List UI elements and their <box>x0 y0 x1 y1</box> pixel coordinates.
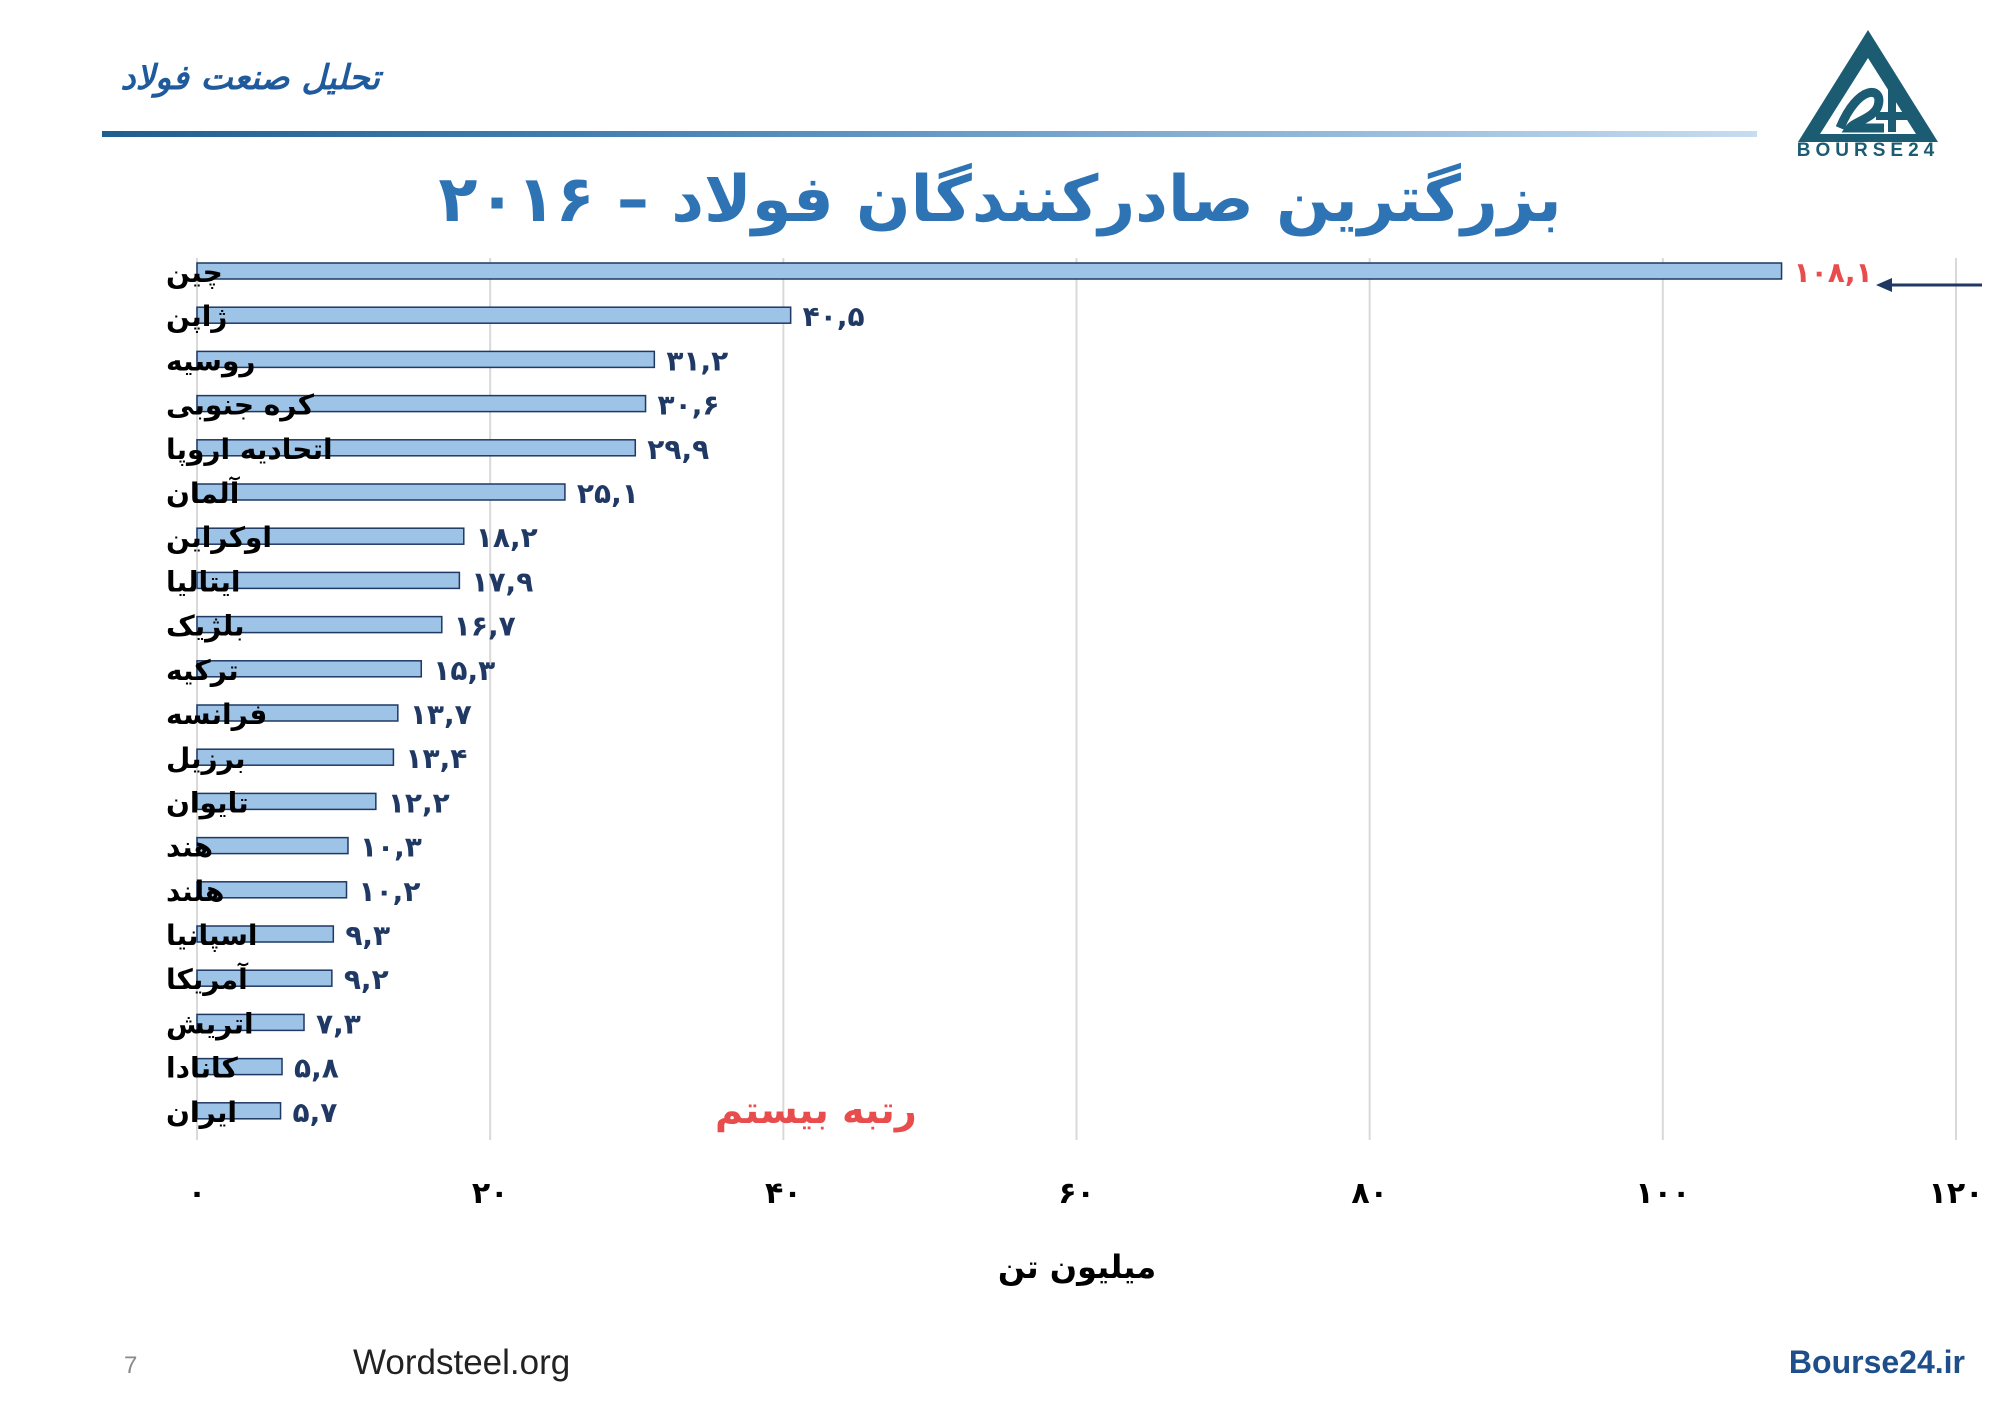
value-label: ۱۵,۳ <box>433 654 495 687</box>
bar-chart: ۰ ۲۰ ۴۰ ۶۰ ۸۰ ۱۰۰ ۱۲۰ چین ۱۰۸,۱ ژاپن ۴۰,۵ روسیه ۳۱,۲… <box>166 256 1983 1286</box>
category-label: ایران <box>166 1096 237 1129</box>
category-label: ایتالیا <box>166 565 241 598</box>
value-label: ۲۹,۹ <box>647 433 709 466</box>
source-label: Wordsteel.org <box>353 1343 571 1382</box>
value-label: ۳۱,۲ <box>666 344 728 377</box>
value-label: ۳۰,۶ <box>658 389 720 422</box>
bar <box>196 748 395 766</box>
value-label: ۷,۳ <box>316 1007 361 1040</box>
highlight-arrow <box>1876 278 1982 292</box>
bar <box>196 394 647 413</box>
header-divider <box>102 131 1757 137</box>
category-label: کره جنوبی <box>166 389 315 422</box>
bar <box>196 571 461 590</box>
bar <box>196 1102 282 1120</box>
bar <box>196 792 377 811</box>
chart-title: بزرگترین صادرکنندگان فولاد – ۲۰۱۶ <box>438 163 1562 237</box>
category-label: ژاپن <box>166 300 227 333</box>
bar <box>196 704 399 722</box>
value-label: ۱۲,۲ <box>388 786 450 819</box>
bar <box>196 1057 283 1076</box>
bar <box>196 439 637 457</box>
value-label: ۱۶,۷ <box>454 610 516 643</box>
value-label: ۱۷,۹ <box>471 565 533 598</box>
x-tick-label: ۶۰ <box>1058 1176 1095 1211</box>
x-tick-label: ۲۰ <box>472 1176 509 1211</box>
category-label: فرانسه <box>166 698 267 731</box>
bar <box>196 660 423 678</box>
x-tick-label: ۴۰ <box>765 1176 802 1211</box>
category-label: چین <box>166 256 223 289</box>
value-label: ۱۳,۴ <box>405 742 467 775</box>
category-label: روسیه <box>166 344 255 377</box>
brand-label: تحلیل صنعت فولاد <box>120 58 380 98</box>
bar <box>196 1013 305 1032</box>
category-label: هند <box>166 831 213 864</box>
category-label: کانادا <box>166 1052 239 1085</box>
rank-annotation: رتبه بیستم <box>715 1088 917 1133</box>
bar <box>196 615 443 634</box>
bars <box>196 262 1783 1120</box>
bar <box>196 836 349 855</box>
labels: ۰ ۲۰ ۴۰ ۶۰ ۸۰ ۱۰۰ ۱۲۰ چین ۱۰۸,۱ ژاپن ۴۰,۵ روسیه ۳۱,۲… <box>166 256 1983 1211</box>
x-tick-label: ۱۲۰ <box>1929 1176 1984 1211</box>
value-label: ۹,۲ <box>344 963 389 996</box>
value-label: ۵,۷ <box>293 1096 338 1129</box>
site-label: Bourse24.ir <box>1788 1344 1965 1380</box>
value-label: ۹,۳ <box>345 919 390 952</box>
bar <box>196 881 348 899</box>
bourse24-logo <box>1798 30 1938 142</box>
category-label: بلژیک <box>166 610 245 643</box>
x-tick-label: ۰ <box>188 1176 206 1211</box>
category-label: هلند <box>166 875 224 908</box>
bar <box>196 925 335 943</box>
category-label: اوکراین <box>166 521 272 554</box>
value-label: ۴۰,۵ <box>803 300 865 333</box>
category-label: اتحادیه اروپا <box>166 433 333 466</box>
bar <box>196 527 465 545</box>
category-label: اتریش <box>166 1007 254 1040</box>
value-label: ۱۰۸,۱ <box>1794 256 1873 289</box>
category-label: اسپانیا <box>166 919 258 952</box>
x-tick-label: ۱۰۰ <box>1635 1176 1690 1211</box>
x-axis-label: میلیون تن <box>998 1248 1156 1286</box>
category-label: ترکیه <box>166 654 239 687</box>
value-label: ۱۰,۳ <box>360 831 422 864</box>
value-label: ۱۰,۲ <box>359 875 421 908</box>
bar <box>196 350 656 369</box>
value-label: ۵,۸ <box>294 1052 339 1085</box>
category-label: آمریکا <box>166 962 249 996</box>
x-tick-label: ۸۰ <box>1351 1176 1388 1211</box>
bar <box>196 306 792 324</box>
logo-text: BOURSE24 <box>1796 140 1940 161</box>
bar <box>196 969 333 987</box>
category-label: آلمان <box>166 476 241 510</box>
value-label: ۱۳,۷ <box>410 698 472 731</box>
bar <box>196 262 1783 280</box>
category-label: تایوان <box>166 786 249 819</box>
category-label: برزیل <box>166 742 246 775</box>
value-label: ۱۸,۲ <box>476 521 538 554</box>
value-label: ۲۵,۱ <box>577 477 639 510</box>
page-number: 7 <box>124 1352 138 1379</box>
bar <box>196 483 566 501</box>
